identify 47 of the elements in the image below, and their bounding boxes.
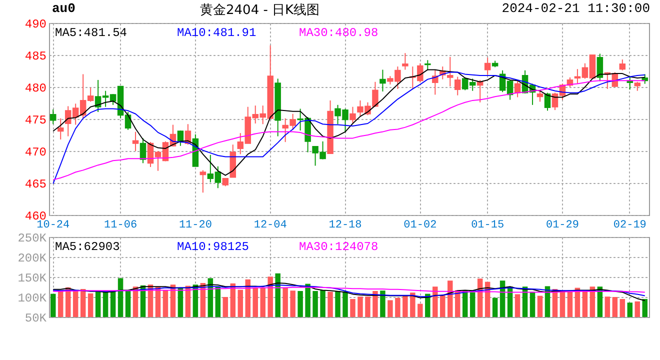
x-tick-label: 01-29 bbox=[546, 220, 579, 232]
text: MA30:480.98 bbox=[299, 26, 378, 40]
y-tick-label: 490 bbox=[24, 18, 46, 32]
x-tick-label: 01-02 bbox=[404, 220, 437, 232]
y-tick-label: 250K bbox=[18, 232, 48, 246]
text: MA5:481.54 bbox=[55, 26, 128, 40]
candlestick bbox=[454, 76, 461, 96]
y-tick-label: 485 bbox=[24, 50, 46, 64]
line-series bbox=[52, 282, 646, 302]
y-tick-label: 200K bbox=[18, 252, 48, 266]
y-tick-label: 480 bbox=[24, 82, 46, 96]
text: MA10:481.91 bbox=[177, 26, 256, 40]
chart-subtitle: 黄金2404 - 日K线图 bbox=[200, 2, 320, 19]
candlestick bbox=[596, 53, 604, 82]
x-tick-label: 02-19 bbox=[613, 220, 646, 232]
y-tick-label: 465 bbox=[24, 178, 46, 192]
x-tick-label: 11-20 bbox=[178, 220, 212, 232]
text: MA5:62903 bbox=[55, 240, 120, 254]
line-series bbox=[52, 284, 646, 298]
candlestick bbox=[200, 170, 206, 194]
y-tick-label: 470 bbox=[24, 146, 46, 160]
candlestick bbox=[177, 130, 184, 146]
x-tick-label: 11-06 bbox=[104, 220, 138, 232]
candlestick bbox=[536, 90, 544, 102]
candlestick bbox=[432, 69, 438, 96]
y-tick-label: 475 bbox=[24, 114, 46, 128]
y-tick-label: 100K bbox=[18, 292, 48, 306]
y-tick-label: 150K bbox=[18, 272, 48, 286]
candlestick bbox=[350, 106, 356, 124]
text: MA10:98125 bbox=[177, 240, 250, 254]
candlestick bbox=[544, 92, 551, 112]
x-tick-label: 12-18 bbox=[328, 220, 362, 232]
candlestick bbox=[619, 58, 626, 71]
candlestick bbox=[50, 108, 56, 125]
candlestick bbox=[484, 57, 491, 76]
candlestick bbox=[380, 69, 386, 92]
candlestick bbox=[140, 138, 146, 164]
text: 2024-02-21 11:30:00 bbox=[502, 1, 650, 16]
chart-title: au0 bbox=[52, 1, 76, 16]
candlestick bbox=[132, 131, 139, 152]
x-tick-label: 12-04 bbox=[254, 220, 288, 232]
candlestick bbox=[402, 52, 408, 70]
candlestick bbox=[57, 118, 64, 140]
y-tick-label: 50K bbox=[24, 312, 48, 326]
x-tick-label: 01-15 bbox=[471, 220, 504, 232]
text: MA30:124078 bbox=[299, 240, 378, 254]
candlestick bbox=[424, 60, 431, 71]
